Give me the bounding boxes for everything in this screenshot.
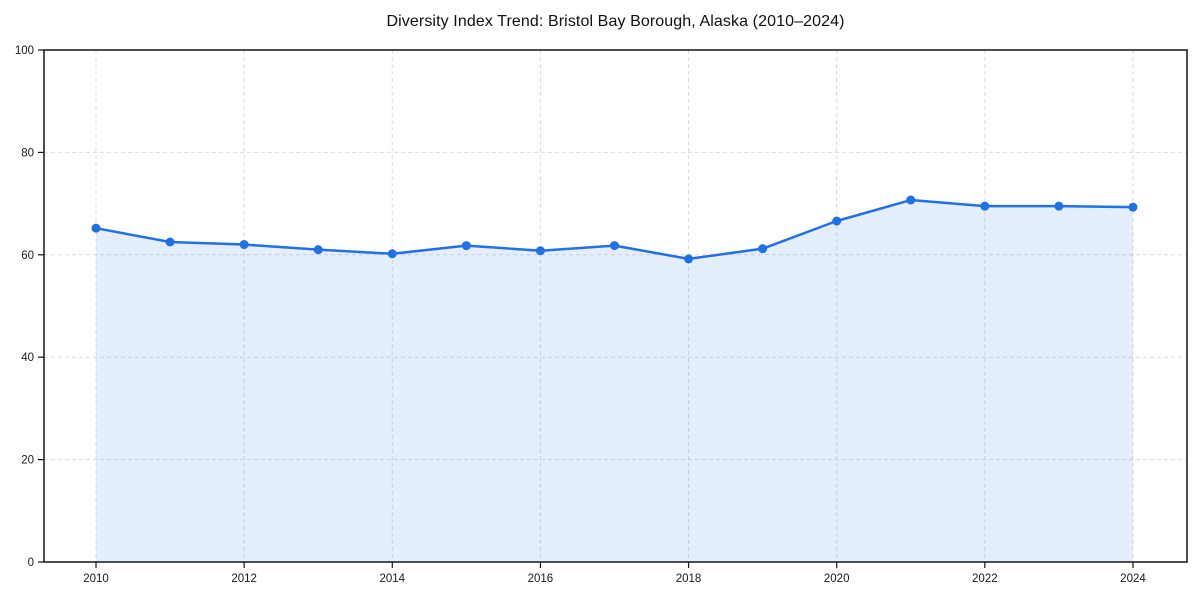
x-tick-label-2020: 2020 <box>824 573 850 585</box>
y-tick-label-0: 0 <box>28 557 34 569</box>
x-tick-label-2014: 2014 <box>379 573 405 585</box>
x-tick-label-2010: 2010 <box>83 573 109 585</box>
y-tick-label-100: 100 <box>15 45 34 57</box>
x-tick-label-2024: 2024 <box>1120 573 1146 585</box>
data-point-2023 <box>1054 201 1064 211</box>
data-points <box>91 195 1138 264</box>
x-tick-label-2018: 2018 <box>676 573 702 585</box>
x-tick-label-2022: 2022 <box>972 573 998 585</box>
y-tick-label-80: 80 <box>21 147 34 159</box>
data-point-2010 <box>91 223 101 233</box>
data-point-2017 <box>609 241 619 251</box>
data-point-2022 <box>980 201 990 211</box>
data-point-2018 <box>684 254 694 264</box>
y-tick-label-20: 20 <box>21 455 34 467</box>
plot-border <box>43 49 1188 563</box>
chart-title: Diversity Index Trend: Bristol Bay Borou… <box>386 13 845 30</box>
data-point-2014 <box>387 249 397 259</box>
data-point-2012 <box>239 240 249 250</box>
data-point-2011 <box>165 237 175 247</box>
area-fill <box>96 200 1133 563</box>
y-tick-label-40: 40 <box>21 352 34 364</box>
x-tick-label-2016: 2016 <box>528 573 554 585</box>
data-point-2024 <box>1128 202 1138 212</box>
data-point-2015 <box>461 241 471 251</box>
data-point-2021 <box>906 195 916 205</box>
data-point-2019 <box>758 244 768 254</box>
data-point-2013 <box>313 245 323 255</box>
data-point-2016 <box>535 246 545 256</box>
x-axis: 2010 2012 2014 2016 2018 2020 2022 2024 <box>83 562 1146 585</box>
y-tick-label-60: 60 <box>21 250 34 262</box>
x-tick-label-2012: 2012 <box>231 573 257 585</box>
data-point-2020 <box>832 216 842 226</box>
y-axis: 0 20 40 60 80 100 <box>15 45 44 569</box>
